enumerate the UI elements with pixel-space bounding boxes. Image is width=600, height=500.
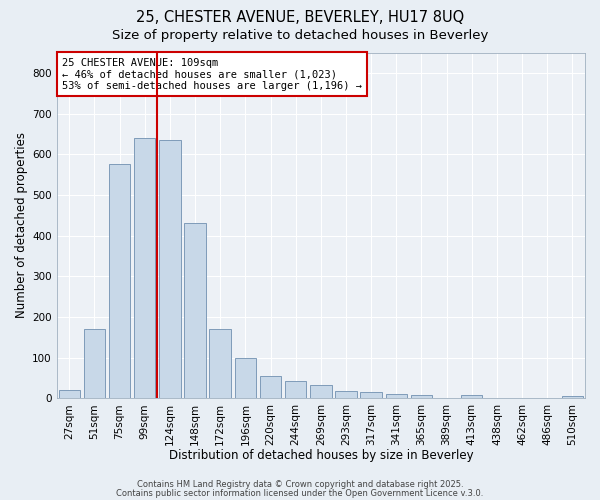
Bar — [386, 394, 407, 398]
Bar — [59, 390, 80, 398]
Text: Contains HM Land Registry data © Crown copyright and database right 2025.: Contains HM Land Registry data © Crown c… — [137, 480, 463, 489]
X-axis label: Distribution of detached houses by size in Beverley: Distribution of detached houses by size … — [169, 450, 473, 462]
Text: 25, CHESTER AVENUE, BEVERLEY, HU17 8UQ: 25, CHESTER AVENUE, BEVERLEY, HU17 8UQ — [136, 10, 464, 25]
Bar — [159, 140, 181, 398]
Text: Contains public sector information licensed under the Open Government Licence v.: Contains public sector information licen… — [116, 488, 484, 498]
Bar — [285, 382, 307, 398]
Text: 25 CHESTER AVENUE: 109sqm
← 46% of detached houses are smaller (1,023)
53% of se: 25 CHESTER AVENUE: 109sqm ← 46% of detac… — [62, 58, 362, 91]
Bar — [184, 224, 206, 398]
Bar — [109, 164, 130, 398]
Y-axis label: Number of detached properties: Number of detached properties — [15, 132, 28, 318]
Bar — [461, 395, 482, 398]
Bar — [235, 358, 256, 399]
Bar — [134, 138, 155, 398]
Bar — [310, 385, 332, 398]
Bar — [260, 376, 281, 398]
Bar — [83, 329, 105, 398]
Text: Size of property relative to detached houses in Beverley: Size of property relative to detached ho… — [112, 29, 488, 42]
Bar — [562, 396, 583, 398]
Bar — [335, 391, 356, 398]
Bar — [361, 392, 382, 398]
Bar — [411, 396, 432, 398]
Bar — [209, 329, 231, 398]
